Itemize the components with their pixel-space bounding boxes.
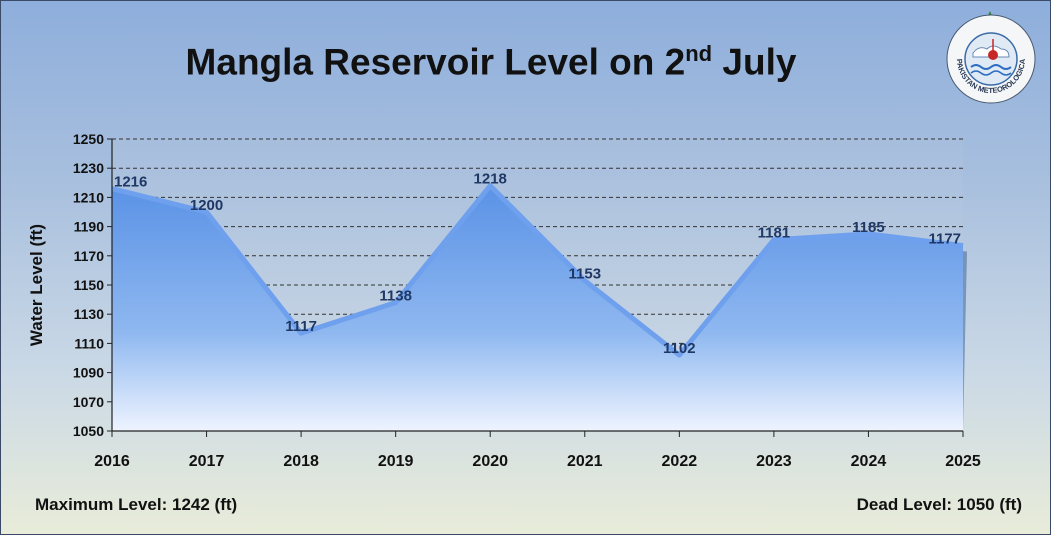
x-tick-label: 2017 [189,453,225,470]
y-tick-label: 1250 [73,131,104,147]
title-superscript: nd [685,41,713,66]
x-tick-label: 2025 [945,453,981,470]
x-tick-label: 2018 [283,453,319,470]
x-tick-label: 2022 [662,453,698,470]
y-tick-label: 1110 [74,335,104,351]
y-axis-title: Water Level (ft) [27,224,46,346]
max-level-note: Maximum Level: 1242 (ft) [35,495,238,514]
y-tick-label: 1170 [74,248,105,264]
x-tick-label: 2019 [378,453,414,470]
data-label: 1181 [758,225,791,242]
y-tick-label: 1090 [73,365,104,381]
y-tick-label: 1190 [74,219,105,235]
data-label: 1102 [663,340,696,357]
data-label: 1218 [474,171,507,188]
x-tick-label: 2024 [851,453,887,470]
title-main: Mangla Reservoir Level on 2 [185,41,686,83]
area-top-line [111,183,964,358]
data-label: 1177 [928,231,961,248]
data-label: 1153 [569,266,602,283]
data-label: 1200 [190,197,223,214]
data-label: 1185 [852,219,885,236]
y-tick-label: 1150 [74,277,105,293]
x-tick-label: 2023 [756,453,792,470]
area-series [112,185,963,431]
data-label: 1117 [285,318,317,335]
y-tick-label: 1210 [73,189,104,205]
y-tick-label: 1070 [73,394,104,410]
x-tick-label: 2020 [472,453,508,470]
y-tick-label: 1050 [73,423,104,439]
data-label: 1138 [379,288,412,305]
data-label: 1216 [114,174,147,191]
chart-title: Mangla Reservoir Level on 2nd July [151,41,831,83]
x-tick-label: 2016 [94,453,130,470]
title-suffix: July [712,41,797,83]
pmd-emblem-icon: PAKISTAN METEOROLOGICAL DEPARTMENT [941,9,1036,104]
x-tick-label: 2021 [567,453,603,470]
y-tick-label: 1230 [73,160,104,176]
y-tick-label: 1130 [74,306,105,322]
dead-level-note: Dead Level: 1050 (ft) [856,495,1022,514]
